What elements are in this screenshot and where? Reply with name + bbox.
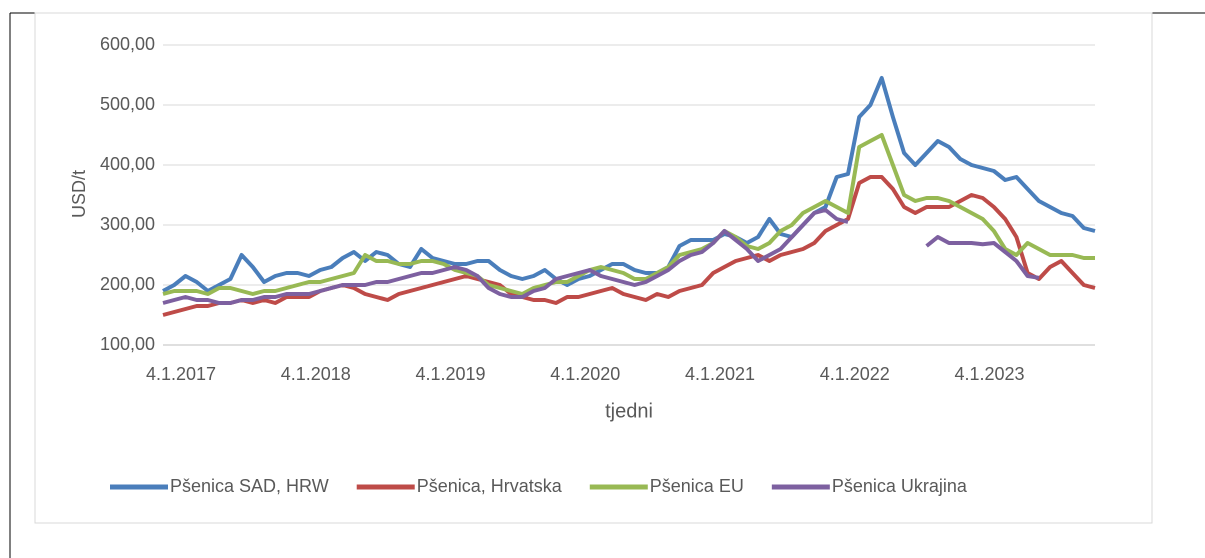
x-tick-label: 4.1.2022 [820,364,890,384]
x-axis-title: tjedni [605,400,653,422]
x-tick-label: 4.1.2018 [281,364,351,384]
x-tick-label: 4.1.2021 [685,364,755,384]
y-tick-label: 500,00 [100,94,155,114]
chart-border [34,12,1153,524]
y-tick-label: 100,00 [100,334,155,354]
legend-label: Pšenica Ukrajina [832,476,968,496]
x-tick-label: 4.1.2019 [415,364,485,384]
y-tick-label: 300,00 [100,214,155,234]
x-tick-label: 4.1.2017 [146,364,216,384]
y-tick-label: 400,00 [100,154,155,174]
legend-label: Pšenica EU [650,476,744,496]
x-tick-label: 4.1.2020 [550,364,620,384]
x-tick-label: 4.1.2023 [954,364,1024,384]
series-line [162,133,1095,296]
y-tick-label: 600,00 [100,34,155,54]
legend-label: Pšenica, Hrvatska [417,476,563,496]
y-tick-label: 200,00 [100,274,155,294]
series-line [162,76,1096,293]
y-axis-title: USD/t [69,170,89,218]
legend-label: Pšenica SAD, HRW [170,476,329,496]
series-line [162,208,1040,305]
